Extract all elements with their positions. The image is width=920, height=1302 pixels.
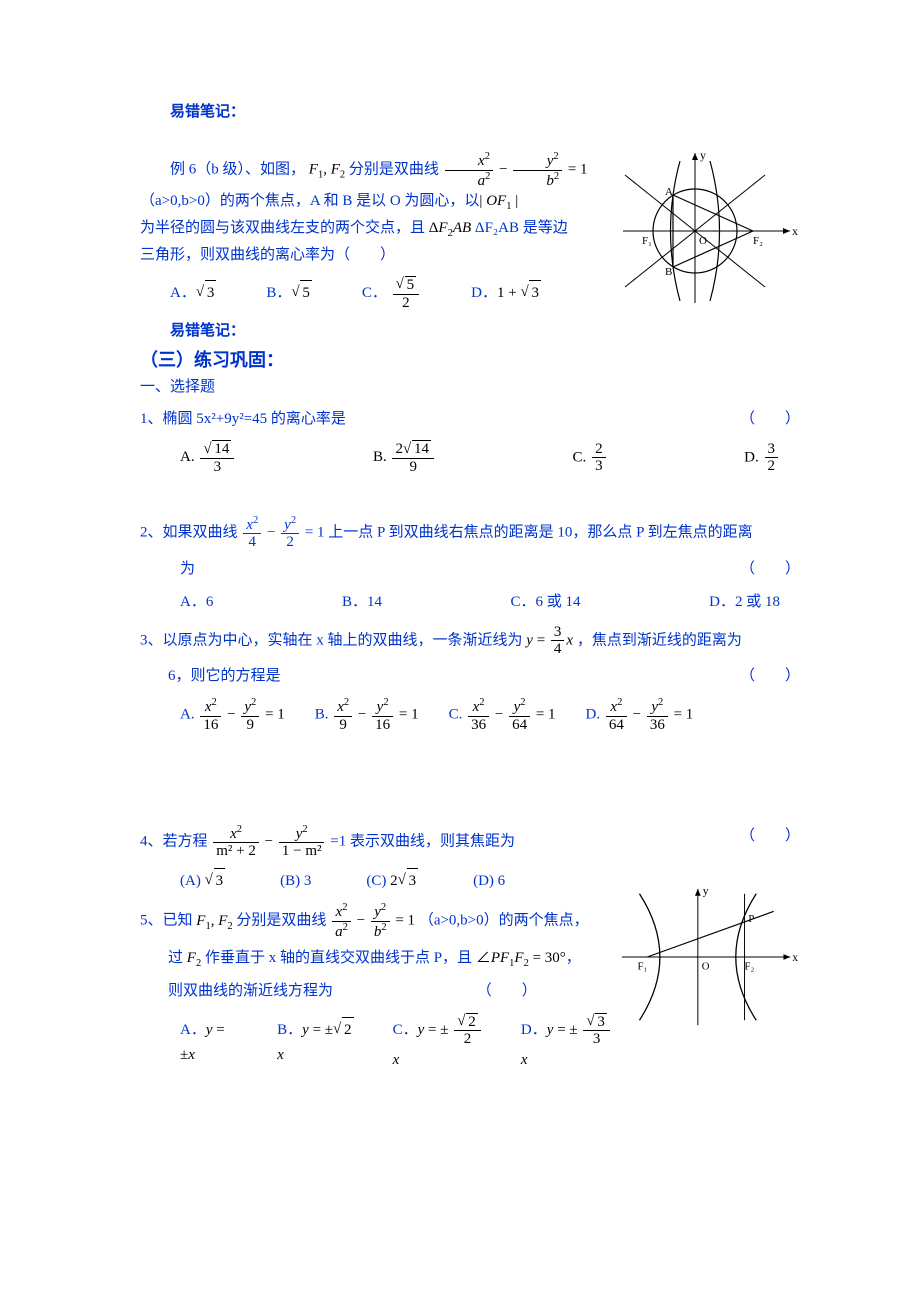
svg-text:A: A — [665, 186, 673, 198]
mc-heading: 一、选择题 — [140, 375, 800, 401]
q5-opt-c: C．y = ± 22x — [393, 1013, 483, 1074]
q1-opt-d: D. 32 — [744, 441, 780, 475]
q2-opt-b: B．14 — [342, 590, 382, 616]
q5-diagram: x y P F₁ F₂ O — [620, 882, 800, 1042]
q4-opt-a: (A) 3 — [180, 868, 225, 895]
svg-text:P: P — [748, 913, 754, 925]
q3-opt-b: B. x29 − y216 = 1 — [315, 697, 419, 733]
q3-text2: 6，则它的方程是 （ ） — [168, 664, 800, 690]
ex6-options: A．3 B．5 C． 52 D．1 + 3 — [170, 276, 612, 311]
q3-text: 3、以原点为中心，实轴在 x 轴上的双曲线，一条渐近线为 y = 34x ，焦点… — [140, 624, 800, 658]
q2-options: A．6 B．14 C．6 或 14 D．2 或 18 — [180, 590, 780, 616]
q3-opt-a: A. x216 − y29 = 1 — [180, 697, 285, 733]
ex6-opt-b: B．5 — [266, 280, 312, 307]
ex6-prefix: 例 6（b 级）、如图， — [170, 161, 305, 177]
svg-text:O: O — [699, 235, 707, 247]
ex6-opt-a: A．3 — [170, 280, 216, 307]
svg-text:O: O — [702, 961, 710, 973]
svg-text:x: x — [792, 951, 798, 964]
svg-text:F₂: F₂ — [745, 961, 755, 973]
q5-options: A．y = ±x B．y = ±2x C．y = ± 22x D．y = ± 3… — [180, 1013, 612, 1074]
svg-text:y: y — [700, 151, 706, 162]
q2-opt-c: C．6 或 14 — [511, 590, 581, 616]
q4-opt-c: (C) 23 — [366, 868, 418, 895]
q4-opt-b: (B) 3 — [280, 869, 311, 895]
svg-text:y: y — [703, 885, 709, 898]
q5-opt-d: D．y = ± 33x — [521, 1013, 612, 1074]
q1-text: 1、椭圆 5x²+9y²=45 的离心率是 （ ） — [140, 407, 800, 433]
q1-opt-a: A. 143 — [180, 440, 236, 475]
q1-opt-b: B. 2149 — [373, 440, 436, 475]
svg-text:F₂: F₂ — [753, 235, 763, 247]
svg-text:F₁: F₁ — [638, 961, 648, 973]
q2-text2: 为 （ ） — [180, 557, 800, 583]
ex6-opt-c: C． 52 — [362, 276, 421, 311]
svg-text:x: x — [792, 224, 798, 238]
q5-opt-a: A．y = ±x — [180, 1018, 239, 1069]
q1-options: A. 143 B. 2149 C. 23 D. 32 — [180, 440, 780, 475]
q3-opt-d: D. x264 − y236 = 1 — [586, 697, 694, 733]
svg-text:B: B — [665, 266, 672, 278]
notes-label: 易错笔记： — [140, 100, 800, 126]
section-3-title: （三）练习巩固： — [140, 345, 800, 376]
q2-opt-a: A．6 — [180, 590, 213, 616]
q4-text: 4、若方程 x2m² + 2 − y21 − m² =1 表示双曲线，则其焦距为… — [140, 824, 800, 860]
svg-text:F₁: F₁ — [642, 235, 652, 247]
q2-text: 2、如果双曲线 x24 − y22 = 1 上一点 P 到双曲线右焦点的距离是 … — [140, 515, 800, 551]
q3-opt-c: C. x236 − y264 = 1 — [449, 697, 556, 733]
ex6-diagram: x y A B F₁ F₂ O — [620, 151, 800, 331]
q1-opt-c: C. 23 — [573, 441, 608, 475]
q2-opt-d: D．2 或 18 — [709, 590, 780, 616]
ex6-opt-d: D．1 + 3 — [471, 280, 541, 307]
q3-options: A. x216 − y29 = 1 B. x29 − y216 = 1 C. x… — [180, 697, 800, 733]
q4-opt-d: (D) 6 — [473, 869, 505, 895]
q5-opt-b: B．y = ±2x — [277, 1017, 354, 1069]
